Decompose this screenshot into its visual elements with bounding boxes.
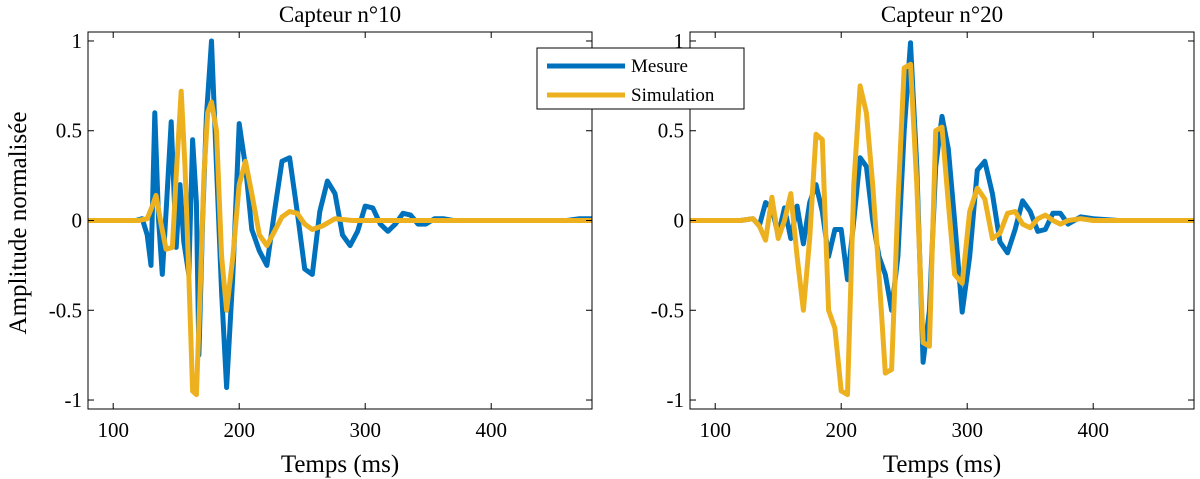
y-tick-label: -1 — [65, 388, 83, 412]
y-tick-label: 1 — [674, 29, 685, 53]
y-axis-label: Amplitude normalisée — [5, 112, 32, 335]
series-group — [88, 38, 592, 398]
x-tick-label: 300 — [349, 418, 381, 442]
chart-panel-capteur-10: Capteur n°10 100 200 300 400 -1 -0.5 0 0.5 1 Tem… — [49, 2, 593, 478]
y-tick-label: 0 — [674, 209, 685, 233]
x-tick-label: 300 — [951, 418, 983, 442]
series-group — [690, 40, 1194, 398]
plot-area: 100 200 300 400 -1 -0.5 0 0.5 1 — [651, 29, 1195, 442]
x-axis-label: Temps (ms) — [883, 451, 1001, 478]
y-tick-label: 0.5 — [56, 119, 82, 143]
chart-title: Capteur n°20 — [881, 2, 1003, 27]
y-tick-label: -0.5 — [49, 298, 82, 322]
x-tick-label: 400 — [1077, 418, 1109, 442]
x-tick-label: 100 — [699, 418, 731, 442]
y-tick-label: 0.5 — [658, 119, 684, 143]
y-tick-label: -1 — [667, 388, 685, 412]
x-axis-label: Temps (ms) — [281, 451, 399, 478]
chart-title: Capteur n°10 — [279, 2, 401, 27]
y-tick-label: -0.5 — [651, 298, 684, 322]
chart-panel-capteur-20: Capteur n°20 100 200 300 400 -1 -0.5 0 0.5 1 Tem… — [651, 2, 1195, 478]
x-tick-label: 200 — [825, 418, 857, 442]
legend-label-simulation: Simulation — [631, 85, 715, 106]
y-tick-label: 0 — [72, 209, 83, 233]
legend-box — [536, 47, 745, 110]
plot-area: 100 200 300 400 -1 -0.5 0 0.5 1 — [49, 29, 593, 442]
series-line-simulation — [690, 61, 1194, 398]
legend-label-mesure: Mesure — [631, 56, 688, 77]
x-tick-label: 100 — [97, 418, 129, 442]
x-tick-label: 400 — [475, 418, 507, 442]
legend: Mesure Simulation — [536, 47, 745, 110]
series-line-mesure — [88, 38, 592, 390]
x-tick-label: 200 — [223, 418, 255, 442]
y-tick-label: 1 — [72, 29, 83, 53]
series-line-simulation — [88, 88, 592, 398]
